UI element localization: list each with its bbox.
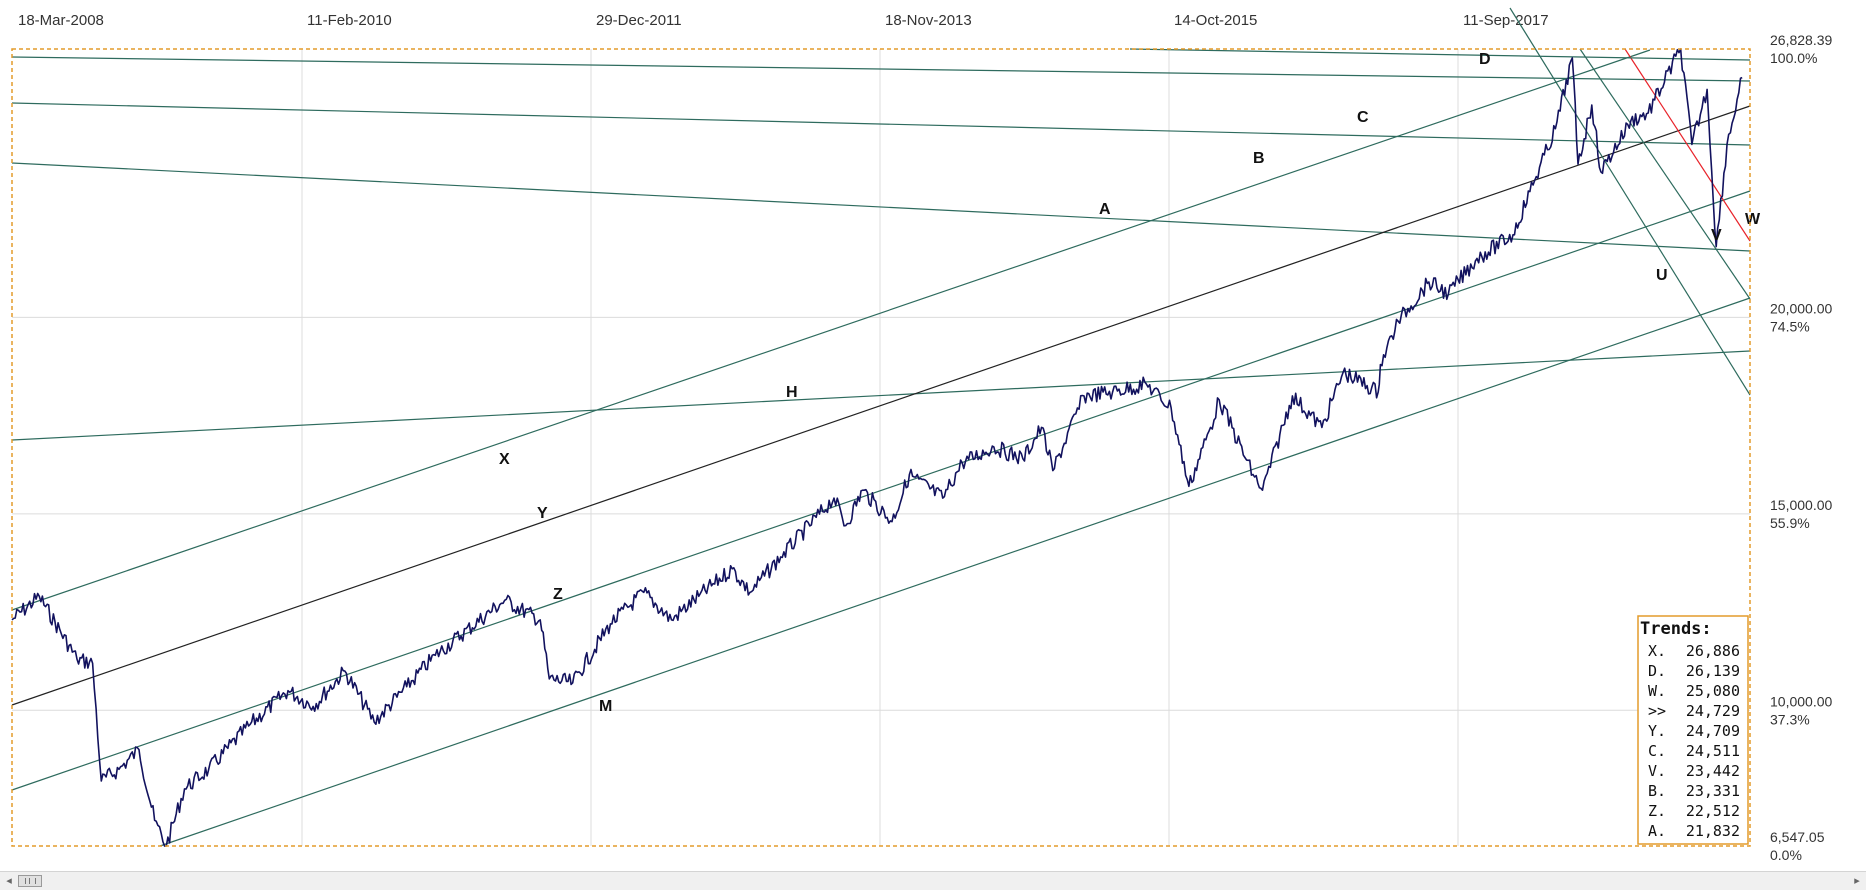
trend-line: [1509, 7, 1751, 396]
trend-line: [11, 350, 1751, 441]
trend-line-label-z: Z: [553, 586, 563, 603]
scroll-right-icon[interactable]: ▸: [1854, 875, 1860, 887]
trends-row-value: 23,442: [1686, 762, 1740, 780]
scroll-left-icon[interactable]: ◂: [6, 875, 12, 887]
y-axis-labels: 26,828.39 100.0% 20,000.00 74.5% 15,000.00 55…: [1770, 32, 1832, 863]
trends-row-label: D.: [1648, 662, 1666, 680]
horizontal-scrollbar[interactable]: ◂ ▸: [0, 871, 1866, 890]
trend-line: [159, 297, 1751, 847]
trends-row-label: X.: [1648, 642, 1666, 660]
scroll-thumb[interactable]: [18, 875, 42, 887]
x-axis-labels: 18-Mar-2008 11-Feb-2010 29-Dec-2011 18-Nov-…: [18, 12, 1549, 29]
chart-canvas: 18-Mar-2008 11-Feb-2010 29-Dec-2011 18-Nov-…: [11, 7, 1832, 863]
y-tick-value: 20,000.00: [1770, 300, 1832, 316]
x-tick-label: 18-Nov-2013: [885, 12, 972, 29]
trends-row-label: >>: [1648, 702, 1666, 720]
trend-line-labels: A B C D H X Y Z M U V W: [499, 51, 1761, 715]
trends-row-value: 24,709: [1686, 722, 1740, 740]
trend-line: [1579, 48, 1751, 300]
y-tick-percent: 55.9%: [1770, 515, 1810, 531]
trends-row-value: 24,511: [1686, 742, 1740, 760]
trend-line-label-a: A: [1099, 201, 1111, 218]
trend-line: [11, 49, 1651, 611]
trends-row-label: V.: [1648, 762, 1666, 780]
trend-line-label-u: U: [1656, 267, 1668, 284]
y-tick-value: 6,547.05: [1770, 829, 1825, 845]
x-tick-label: 11-Feb-2010: [307, 12, 392, 29]
trend-line-label-c: C: [1357, 109, 1369, 126]
trend-line-label-h: H: [786, 384, 798, 401]
y-tick-percent: 74.5%: [1770, 318, 1810, 334]
price-line: [11, 48, 1743, 847]
trend-line-label-m: M: [599, 698, 612, 715]
chart-grid: [12, 49, 1750, 846]
trends-row-value: 26,886: [1686, 642, 1740, 660]
trend-line: [11, 105, 1751, 706]
trend-line: [11, 102, 1751, 146]
trends-row-value: 24,729: [1686, 702, 1740, 720]
trend-line: [11, 190, 1751, 791]
y-tick-value: 15,000.00: [1770, 497, 1832, 513]
trends-row-label: B.: [1648, 782, 1666, 800]
trends-row-value: 23,331: [1686, 782, 1740, 800]
trends-row-value: 22,512: [1686, 802, 1740, 820]
x-tick-label: 29-Dec-2011: [596, 12, 682, 29]
trend-lines: [11, 7, 1751, 847]
trends-box: Trends: X. 26,886 D. 26,139 W. 25,080 >> 24,729 Y…: [1637, 615, 1749, 845]
y-tick-percent: 37.3%: [1770, 711, 1810, 727]
x-tick-label: 14-Oct-2015: [1174, 12, 1257, 29]
trend-line-label-b: B: [1253, 150, 1265, 167]
trends-row-label: Y.: [1648, 722, 1666, 740]
trends-row-value: 25,080: [1686, 682, 1740, 700]
trends-box-title: Trends:: [1640, 619, 1712, 639]
y-tick-value: 10,000.00: [1770, 693, 1832, 709]
trends-row-value: 21,832: [1686, 822, 1740, 840]
trend-line-label-y: Y: [537, 505, 548, 522]
trends-row-label: C.: [1648, 742, 1666, 760]
trend-line: [1129, 48, 1751, 61]
trend-line-label-d: D: [1479, 51, 1491, 68]
trend-line-label-v: V: [1711, 227, 1722, 244]
y-tick-value: 26,828.39: [1770, 32, 1832, 48]
trend-line: [11, 56, 1751, 82]
trend-line-label-x: X: [499, 451, 510, 468]
trends-row-label: W.: [1648, 682, 1666, 700]
trends-row-value: 26,139: [1686, 662, 1740, 680]
trends-row-label: A.: [1648, 822, 1666, 840]
plot-frame: [11, 48, 1751, 847]
trend-line: [1624, 48, 1751, 242]
trend-line-label-w: W: [1745, 211, 1761, 228]
y-tick-percent: 0.0%: [1770, 847, 1802, 863]
trends-box-frame: [1637, 615, 1749, 845]
trends-row-label: Z.: [1648, 802, 1666, 820]
x-tick-label: 18-Mar-2008: [18, 12, 104, 29]
y-tick-percent: 100.0%: [1770, 50, 1817, 66]
x-tick-label: 11-Sep-2017: [1463, 12, 1549, 29]
price-series: [11, 48, 1743, 847]
trend-line: [11, 162, 1751, 252]
